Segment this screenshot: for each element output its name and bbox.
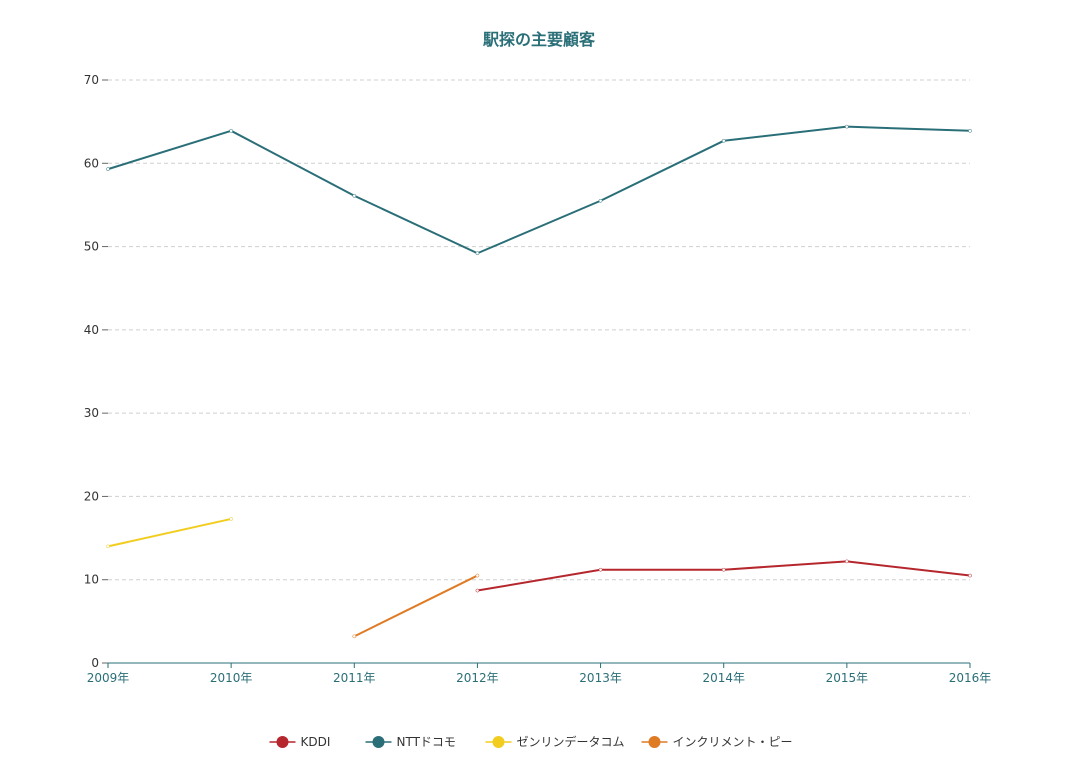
data-point[interactable]: [229, 128, 233, 133]
series-line: [477, 560, 971, 592]
legend-marker-icon: [372, 736, 385, 748]
x-tick-label: 2009年: [87, 671, 130, 685]
y-tick-label: 0: [91, 656, 99, 670]
x-axis: 2009年 2010年 2011年 2012年 2013年 2014年 2015年 2016年: [87, 662, 992, 685]
series-2: [106, 517, 233, 549]
legend-label: インクリメント・ピー: [673, 735, 793, 749]
data-point[interactable]: [721, 138, 726, 143]
gridlines: [108, 79, 970, 581]
y-tick-label: 50: [84, 240, 99, 254]
data-point[interactable]: [352, 634, 357, 639]
y-tick-label: 40: [84, 323, 99, 337]
y-tick-label: 60: [84, 156, 99, 170]
data-point[interactable]: [475, 251, 480, 256]
series-line: [353, 574, 478, 638]
legend-marker-icon: [648, 736, 661, 748]
data-point[interactable]: [229, 517, 233, 521]
data-point[interactable]: [721, 567, 726, 572]
series-lines: [106, 124, 972, 639]
x-tick-label: 2016年: [949, 671, 992, 685]
y-axis: 0 10 20 30 40 50 60 70: [84, 73, 108, 670]
y-tick-label: 70: [84, 73, 99, 87]
legend-label: ゼンリンデータコム: [517, 734, 625, 749]
data-point[interactable]: [475, 573, 480, 578]
x-tick-label: 2013年: [579, 671, 622, 685]
series-1: [106, 124, 972, 256]
x-tick-label: 2015年: [826, 671, 869, 685]
data-point[interactable]: [475, 588, 480, 593]
legend-marker-icon: [276, 736, 289, 748]
data-point[interactable]: [106, 544, 110, 549]
legend-item[interactable]: NTTドコモ: [365, 735, 456, 749]
legend-item[interactable]: インクリメント・ピー: [641, 735, 793, 749]
data-point[interactable]: [598, 567, 603, 572]
y-tick-label: 20: [84, 489, 99, 503]
series-line: [107, 125, 971, 255]
data-point[interactable]: [845, 124, 849, 129]
series-line: [107, 517, 232, 548]
data-point[interactable]: [598, 198, 603, 203]
data-point[interactable]: [106, 167, 110, 171]
y-tick-label: 30: [84, 406, 99, 420]
legend-item[interactable]: KDDI: [269, 735, 331, 749]
data-point[interactable]: [968, 573, 972, 578]
data-point[interactable]: [352, 193, 357, 198]
legend[interactable]: KDDI NTTドコモ ゼンリンデータコム インクリメント・ピー: [269, 734, 793, 749]
y-tick-label: 10: [84, 573, 99, 587]
x-tick-label: 2010年: [210, 671, 253, 685]
legend-item[interactable]: ゼンリンデータコム: [485, 734, 625, 749]
x-tick-label: 2014年: [702, 671, 745, 685]
series-0: [475, 559, 972, 593]
series-3: [352, 573, 480, 639]
chart-title: 駅探の主要顧客: [482, 30, 596, 49]
x-tick-label: 2011年: [333, 671, 376, 685]
data-point[interactable]: [968, 128, 972, 133]
legend-label: KDDI: [301, 735, 331, 749]
x-tick-label: 2012年: [456, 671, 499, 685]
data-point[interactable]: [845, 559, 849, 564]
legend-marker-icon: [492, 736, 505, 748]
legend-label: NTTドコモ: [397, 735, 456, 749]
